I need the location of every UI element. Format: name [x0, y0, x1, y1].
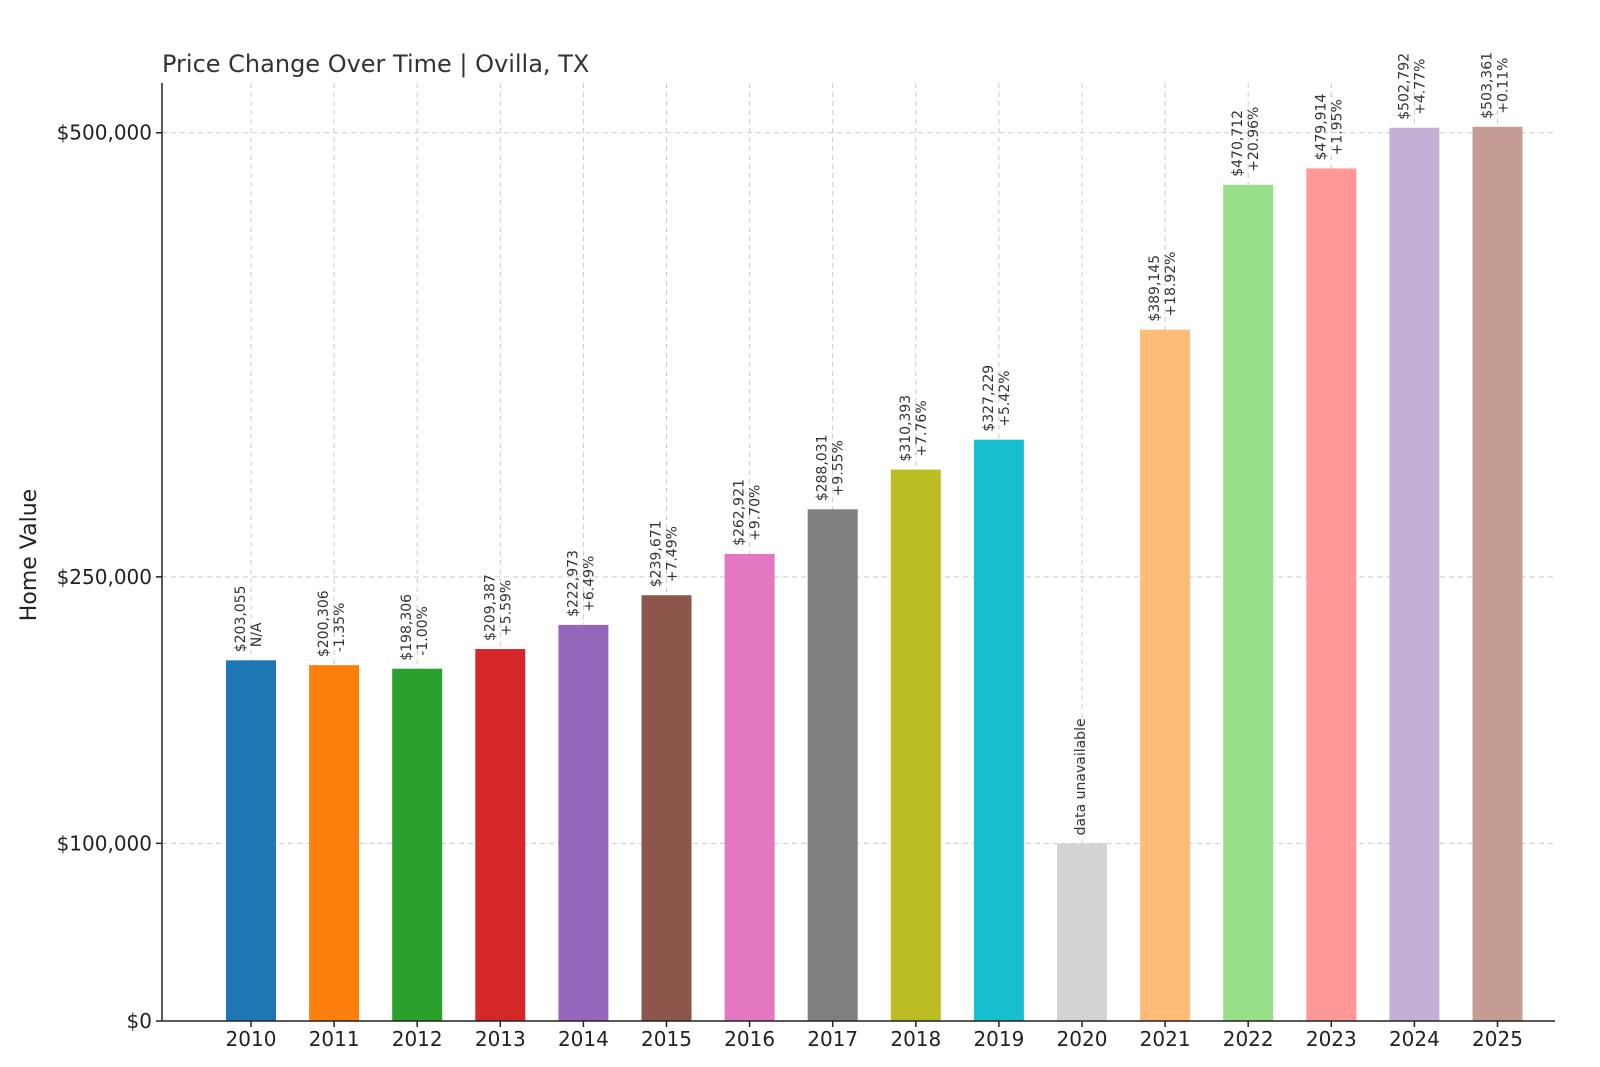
y-tick-label: $250,000	[57, 565, 152, 589]
bar-change-label: +7.76%	[914, 400, 930, 456]
y-tick-label: $0	[127, 1009, 152, 1033]
bar-2018	[890, 469, 941, 1021]
chart-title: Price Change Over Time | Ovilla, TX	[162, 50, 589, 78]
bar-value-label: $288,031	[815, 434, 831, 501]
x-tick-label: 2010	[226, 1027, 277, 1051]
bar-change-label: +20.96%	[1246, 107, 1262, 172]
x-tick-label: 2011	[309, 1027, 360, 1051]
y-axis-label: Home Value	[17, 489, 42, 621]
bar-value-label: $222,973	[565, 550, 581, 617]
bar-2025	[1472, 126, 1523, 1022]
bar-value-label: $503,361	[1480, 52, 1496, 119]
bar-value-label: $200,306	[316, 590, 332, 657]
y-tick-label: $100,000	[57, 831, 152, 855]
x-tick-label: 2013	[475, 1027, 526, 1051]
bar-value-label: $310,393	[898, 395, 914, 462]
bar-value-label: $389,145	[1147, 255, 1163, 322]
axes: $0 $100,000 $250,000 $500,000 2010 2011 2012 20…	[57, 83, 1555, 1051]
bar-change-label: +1.95%	[1329, 99, 1345, 155]
bar-change-label: +0.11%	[1496, 58, 1512, 114]
bar-2022	[1223, 184, 1274, 1021]
x-tick-label: 2024	[1389, 1027, 1440, 1051]
bar-value-label: $479,914	[1313, 94, 1329, 161]
bar-change-label: +9.55%	[831, 440, 847, 496]
bar-change-label: +9.70%	[748, 485, 764, 541]
bar-value-label: $470,712	[1230, 110, 1246, 177]
bar-2023	[1306, 168, 1357, 1021]
bar-labels: $203,055 N/A $200,306 -1.35% $198,306 -1.00% $…	[233, 52, 1512, 835]
bar-value-label: $209,387	[482, 574, 498, 641]
bar-2019	[973, 439, 1024, 1021]
x-tick-label: 2019	[973, 1027, 1024, 1051]
bar-value-label: $327,229	[981, 365, 997, 432]
bar-change-label: +5.42%	[997, 370, 1013, 426]
bar-2012	[392, 668, 443, 1021]
bar-2015	[641, 595, 692, 1021]
bar-value-label: $262,921	[732, 479, 748, 546]
bar-change-label: +4.77%	[1412, 59, 1428, 115]
x-tick-label: 2014	[558, 1027, 609, 1051]
x-tick-label: 2018	[890, 1027, 941, 1051]
bar-change-label: +7.49%	[665, 526, 681, 582]
bar-change-label: +5.59%	[498, 580, 514, 636]
bar-value-label: $203,055	[233, 585, 249, 652]
bar-value-label: $198,306	[399, 594, 415, 661]
x-tick-label: 2020	[1057, 1027, 1108, 1051]
bar-2024	[1389, 127, 1440, 1021]
bars	[226, 126, 1523, 1022]
x-tick-label: 2025	[1472, 1027, 1523, 1051]
bar-value-label: data unavailable	[1073, 718, 1089, 835]
bar-2016	[724, 553, 775, 1021]
bar-change-label: +18.92%	[1163, 252, 1179, 317]
bar-change-label: N/A	[249, 622, 265, 647]
bar-2017	[807, 509, 858, 1021]
x-tick-label: 2015	[641, 1027, 692, 1051]
bar-value-label: $239,671	[649, 520, 665, 587]
bar-2013	[475, 649, 526, 1021]
bar-change-label: -1.00%	[415, 606, 431, 656]
bar-2010	[226, 660, 276, 1021]
bar-change-label: +6.49%	[581, 556, 597, 612]
bar-2020	[1057, 843, 1107, 1021]
y-tick-label: $500,000	[57, 121, 152, 145]
bar-2011	[309, 665, 360, 1021]
bar-2021	[1140, 329, 1191, 1022]
x-tick-label: 2023	[1306, 1027, 1357, 1051]
bar-value-label: $502,792	[1396, 53, 1412, 120]
x-tick-label: 2016	[724, 1027, 775, 1051]
x-tick-label: 2017	[807, 1027, 858, 1051]
bar-2014	[558, 624, 609, 1021]
x-tick-label: 2022	[1223, 1027, 1274, 1051]
bar-change-label: -1.35%	[332, 603, 348, 653]
x-tick-label: 2021	[1140, 1027, 1191, 1051]
x-tick-label: 2012	[392, 1027, 443, 1051]
